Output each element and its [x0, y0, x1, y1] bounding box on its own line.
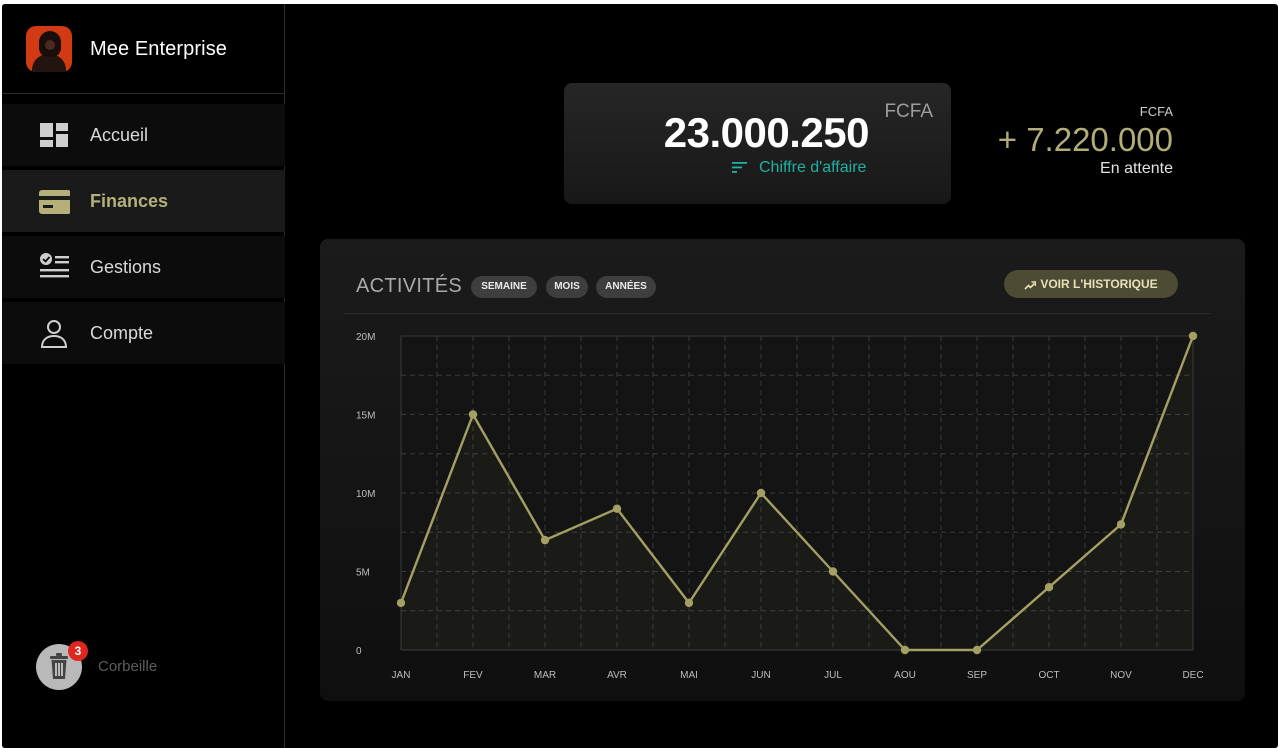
sidebar-item-label: Accueil — [90, 125, 149, 145]
x-axis: JAN FEV MAR AVR MAI JUN JUL AOU SEP OCT NOV DEC — [392, 670, 1204, 681]
y-tick-label: 5M — [356, 568, 370, 579]
brand: Mee Enterprise — [2, 4, 285, 94]
sidebar-item-label: Gestions — [90, 257, 162, 277]
x-tick-label: NOV — [1110, 670, 1132, 681]
filter-mois[interactable]: MOIS — [546, 276, 588, 298]
sidebar-item-label: Finances — [90, 191, 169, 211]
data-point-avr[interactable] — [612, 504, 622, 513]
x-tick-label: DEC — [1182, 670, 1203, 681]
trending-up-icon — [1024, 281, 1037, 290]
data-point-oct[interactable] — [1044, 583, 1054, 592]
x-tick-label: MAI — [680, 670, 698, 681]
x-tick-label: AOU — [894, 670, 916, 681]
data-point-aou[interactable] — [900, 645, 910, 655]
history-button[interactable]: VOIR L'HISTORIQUE — [1004, 270, 1178, 298]
data-point-nov[interactable] — [1116, 520, 1126, 529]
panel-divider — [344, 313, 1211, 314]
dashboard-icon — [38, 121, 70, 149]
sidebar: Mee Enterprise Accueil — [2, 4, 285, 748]
y-tick-label: 10M — [356, 489, 375, 500]
x-tick-label: JAN — [392, 670, 411, 681]
pending-currency: FCFA — [1139, 104, 1173, 119]
x-tick-label: JUL — [824, 670, 842, 681]
sidebar-item-finances[interactable]: Finances — [2, 170, 285, 232]
revenue-label-text: Chiffre d'affaire — [759, 159, 867, 176]
checklist-icon — [38, 253, 70, 281]
pending-label: En attente — [1100, 160, 1173, 177]
data-point-jul[interactable] — [828, 567, 838, 576]
x-tick-label: MAR — [534, 670, 556, 681]
data-point-jan[interactable] — [396, 598, 406, 608]
x-tick-label: JUN — [751, 670, 770, 681]
activity-title: ACTIVITÉS — [356, 275, 463, 297]
y-tick-label: 0 — [356, 646, 362, 657]
sort-lines-icon — [732, 162, 747, 173]
sidebar-item-label: Compte — [90, 323, 154, 343]
company-logo — [26, 26, 72, 72]
chart-grid — [400, 335, 1194, 651]
series-area-fill — [401, 336, 1193, 650]
filter-semaine[interactable]: SEMAINE — [471, 276, 537, 298]
x-tick-label: FEV — [463, 670, 483, 681]
card-icon — [38, 187, 71, 215]
history-button-label: VOIR L'HISTORIQUE — [1040, 277, 1158, 291]
data-point-sep[interactable] — [972, 645, 982, 655]
sidebar-item-compte[interactable]: Compte — [2, 302, 285, 364]
activity-line-chart: 0 5M 10M 15M 20M JAN FEV MAR AVR MAI JUN JUL AOU SEP… — [356, 331, 1204, 681]
person-icon — [38, 319, 70, 348]
revenue-value: 23.000.250 — [663, 109, 870, 156]
trash-count-badge: 3 — [68, 641, 88, 661]
revenue-currency: FCFA — [884, 101, 933, 122]
data-point-mai[interactable] — [684, 598, 694, 608]
trash-icon — [50, 653, 68, 679]
series-line-activites — [399, 335, 1195, 652]
data-point-dec[interactable] — [1188, 331, 1198, 341]
activity-panel: ACTIVITÉS SEMAINE MOIS ANNÉES VOIR L'HIS… — [320, 239, 1245, 701]
app-window: Mee Enterprise Accueil — [2, 4, 1278, 748]
sidebar-item-accueil[interactable]: Accueil — [2, 104, 285, 166]
x-tick-label: AVR — [607, 670, 627, 681]
data-point-jun[interactable] — [756, 488, 766, 498]
brand-name: Mee Enterprise — [90, 38, 228, 60]
sidebar-item-gestions[interactable]: Gestions — [2, 236, 285, 298]
revenue-card: 23.000.250 FCFA Chiffre d'affaire — [564, 83, 951, 204]
pending-value: + 7.220.000 — [997, 121, 1173, 158]
pending-amount: FCFA + 7.220.000 En attente — [982, 104, 1173, 184]
filter-annees[interactable]: ANNÉES — [596, 276, 656, 298]
y-tick-label: 20M — [356, 332, 375, 343]
x-tick-label: SEP — [967, 670, 987, 681]
series-points — [396, 331, 1198, 655]
y-axis: 0 5M 10M 15M 20M — [356, 332, 375, 657]
sidebar-nav: Accueil Finances — [2, 104, 285, 368]
y-tick-label: 15M — [356, 411, 375, 422]
trash-label[interactable]: Corbeille — [98, 658, 158, 675]
data-point-mar[interactable] — [540, 535, 550, 545]
x-tick-label: OCT — [1038, 670, 1059, 681]
data-point-fev[interactable] — [468, 410, 478, 419]
